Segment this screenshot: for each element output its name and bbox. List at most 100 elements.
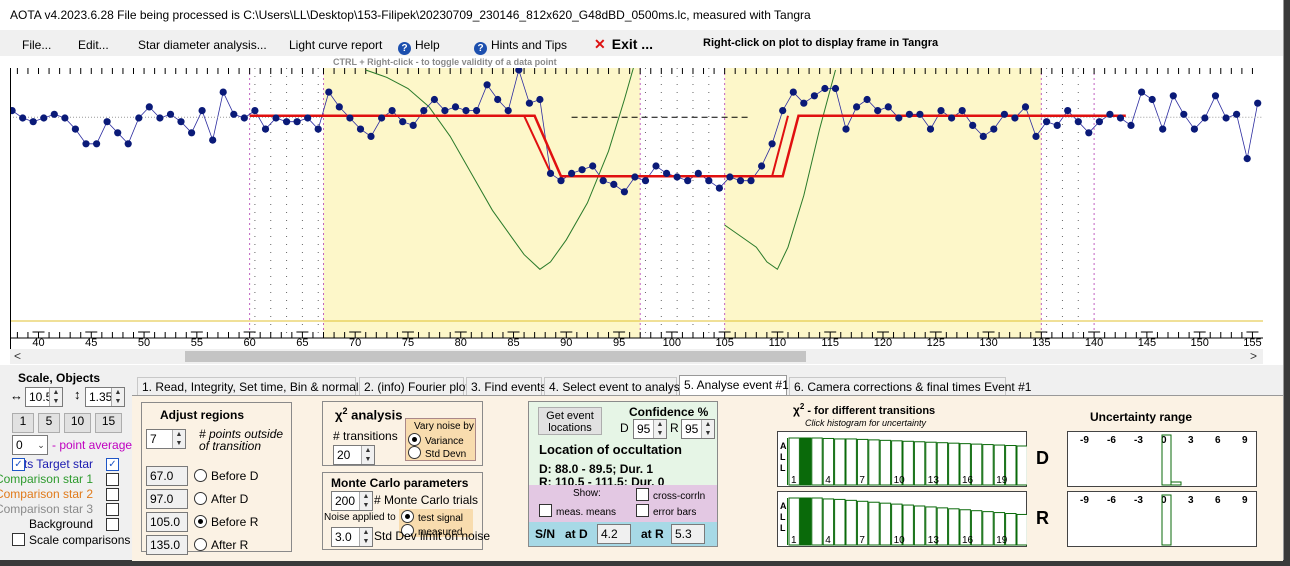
data-point: [462, 107, 470, 115]
checkbox-icon[interactable]: [636, 488, 649, 501]
radio-selected-icon[interactable]: [401, 510, 414, 523]
object-checkbox[interactable]: [106, 473, 119, 486]
tab-5[interactable]: 5. Analyse event #1: [679, 375, 789, 396]
histogram-title-sup: 2: [799, 402, 805, 411]
region-radio[interactable]: Before R: [194, 515, 258, 529]
radio-selected-icon[interactable]: [408, 433, 421, 446]
region-radio[interactable]: Before D: [194, 469, 258, 483]
stddev-limit-spinner[interactable]: 3.0 ▲ ▼: [331, 527, 373, 547]
histogram-bar: [993, 444, 1006, 486]
tab-2[interactable]: 2. (info) Fourier plot: [359, 377, 469, 395]
meas-means-checkbox[interactable]: meas. means: [539, 504, 616, 518]
checkbox-icon[interactable]: [539, 504, 552, 517]
spinner-arrows-icon[interactable]: ▲ ▼: [653, 420, 666, 438]
spinner-arrows-icon[interactable]: ▲ ▼: [361, 446, 374, 464]
point-average-select[interactable]: 0 ⌄: [12, 435, 48, 455]
object-checkbox[interactable]: [106, 503, 119, 516]
data-point: [1106, 110, 1114, 118]
object-checkbox[interactable]: [106, 488, 119, 501]
x-tick-label: 60: [243, 337, 255, 349]
object-checkbox[interactable]: [106, 518, 119, 531]
scale-button-1[interactable]: 1: [12, 413, 34, 433]
data-point: [610, 180, 618, 188]
vary-stddev-radio[interactable]: Std Devn: [408, 446, 466, 460]
data-point: [536, 95, 544, 104]
region-radio[interactable]: After R: [194, 538, 248, 552]
tab-4[interactable]: 4. Select event to analyse: [544, 377, 686, 395]
data-point: [367, 132, 375, 140]
spinner-arrows-icon[interactable]: ▲ ▼: [172, 430, 185, 448]
horizontal-scale-spinner[interactable]: 10.5 ▲ ▼: [25, 387, 63, 407]
confidence-r-spinner[interactable]: 95 ▲ ▼: [681, 419, 715, 439]
get-event-locations-button[interactable]: Get event locations: [538, 407, 602, 435]
histogram-bar: [1005, 445, 1017, 486]
radio-icon[interactable]: [194, 538, 207, 551]
noise-test-signal-radio[interactable]: test signal: [401, 510, 463, 524]
spinner-arrows-icon[interactable]: ▲ ▼: [111, 388, 124, 406]
histogram-bar: [936, 442, 949, 486]
scale-button-10[interactable]: 10: [64, 413, 91, 433]
histogram-bar: [799, 497, 812, 546]
cross-corr-checkbox[interactable]: cross-corrln: [636, 488, 705, 502]
error-bars-checkbox[interactable]: error bars: [636, 504, 696, 518]
data-point: [378, 114, 386, 122]
radio-selected-icon[interactable]: [194, 515, 207, 528]
tab-1[interactable]: 1. Read, Integrity, Set time, Bin & norm…: [137, 377, 374, 395]
transition-bound-line: [771, 115, 789, 177]
scale-button-15[interactable]: 15: [95, 413, 122, 433]
transitions-label: # transitions: [333, 429, 398, 443]
vary-variance-radio[interactable]: Variance: [408, 433, 464, 447]
data-point: [895, 114, 903, 122]
vertical-scale-spinner[interactable]: 1.35 ▲ ▼: [85, 387, 125, 407]
menu-light-curve-report[interactable]: Light curve report: [289, 38, 383, 52]
menu-edit[interactable]: Edit...: [78, 38, 109, 52]
scroll-left-icon[interactable]: <: [14, 349, 22, 363]
scale-button-5[interactable]: 5: [38, 413, 60, 433]
radio-icon[interactable]: [401, 524, 414, 537]
checkbox-icon[interactable]: [636, 504, 649, 517]
histogram-all-label: A: [780, 501, 787, 511]
data-point: [1021, 103, 1030, 111]
region-label: Before D: [211, 469, 259, 483]
x-tick-label: 55: [191, 337, 203, 349]
menu-help-label: Help: [415, 38, 440, 52]
menu-file[interactable]: File...: [22, 38, 52, 52]
histogram-bar: [902, 504, 914, 546]
menu-star-diameter[interactable]: Star diameter analysis...: [138, 38, 267, 52]
tab-3[interactable]: 3. Find events: [466, 377, 546, 395]
data-point: [694, 169, 702, 177]
spinner-arrows-icon[interactable]: ▲ ▼: [49, 388, 62, 406]
radio-icon[interactable]: [194, 469, 207, 482]
tab-6[interactable]: 6. Camera corrections & final times Even…: [789, 377, 1031, 395]
menu-exit[interactable]: ✕ Exit ...: [594, 36, 653, 53]
spinner-arrows-icon[interactable]: ▲ ▼: [701, 420, 714, 438]
menu-hints[interactable]: ? Hints and Tips: [474, 38, 567, 55]
spinner-arrows-icon[interactable]: ▲ ▼: [359, 528, 372, 546]
radio-icon[interactable]: [408, 446, 421, 459]
transitions-spinner[interactable]: 20 ▲ ▼: [333, 445, 375, 465]
data-point: [1148, 95, 1156, 104]
object-checkbox[interactable]: ✓: [106, 458, 119, 471]
region-radio[interactable]: After D: [194, 492, 248, 506]
target-toggle-checkbox[interactable]: ✓: [12, 458, 25, 471]
data-point: [124, 140, 132, 148]
menu-help[interactable]: ? Help: [398, 38, 440, 55]
light-curve-svg[interactable]: 40 45 50 55 60 65 70 75 80 85 90 95 100 105 110 115 120 1…: [8, 62, 1263, 350]
scroll-thumb[interactable]: [185, 351, 806, 362]
confidence-d-spinner[interactable]: 95 ▲ ▼: [633, 419, 667, 439]
scroll-right-icon[interactable]: >: [1250, 349, 1258, 363]
scale-comparisons-checkbox[interactable]: Scale comparisons: [12, 533, 130, 547]
plot-horizontal-scrollbar[interactable]: < >: [10, 349, 1263, 364]
horizontal-scale-icon: ↔: [10, 388, 23, 403]
points-outside-spinner[interactable]: 7 ▲ ▼: [146, 429, 186, 449]
monte-carlo-trials-spinner[interactable]: 200 ▲ ▼: [331, 491, 373, 511]
light-curve-plot[interactable]: 40 45 50 55 60 65 70 75 80 85 90 95 100 105 110 115 120 1…: [8, 62, 1263, 350]
noise-measured-radio[interactable]: measured: [401, 524, 462, 538]
spinner-arrows-icon[interactable]: ▲ ▼: [359, 492, 372, 510]
radio-icon[interactable]: [194, 492, 207, 505]
histogram-bar: [856, 500, 869, 546]
chevron-down-icon[interactable]: ⌄: [35, 436, 47, 454]
checkbox-icon[interactable]: [12, 533, 25, 546]
